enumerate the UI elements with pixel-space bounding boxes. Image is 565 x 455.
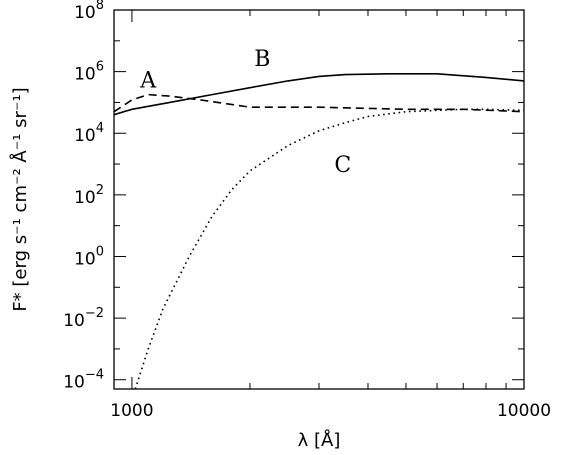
y-tick-label: 104 (74, 121, 104, 146)
series-label-b: B (254, 47, 270, 72)
y-tick-label: 10−2 (63, 306, 104, 331)
x-axis: 1000 10000 (110, 10, 551, 421)
series-line-a (113, 93, 525, 113)
series-labels: A B C (139, 47, 351, 178)
y-tick-label: 106 (74, 60, 104, 85)
y-tick-label: 100 (74, 244, 104, 269)
y-tick-label: 10−4 (63, 368, 104, 393)
y-tick-label: 102 (74, 183, 104, 208)
y-tick-label: 108 (74, 0, 104, 23)
plot-frame (113, 9, 525, 390)
plot-area (113, 9, 525, 390)
y-axis: 10−4 10−2 100 102 104 106 108 (63, 0, 524, 393)
x-tick-label: 1000 (110, 401, 153, 421)
x-axis-title: λ [Å] (298, 429, 341, 451)
x-tick-label: 10000 (497, 401, 551, 421)
series-line-b (113, 73, 525, 116)
series-label-a: A (139, 69, 157, 94)
y-axis-title: F* [erg s⁻¹ cm⁻² Å⁻¹ sr⁻¹] (9, 87, 31, 311)
series-label-c: C (334, 153, 351, 178)
series-lines (113, 73, 525, 390)
series-line-c (134, 108, 525, 390)
